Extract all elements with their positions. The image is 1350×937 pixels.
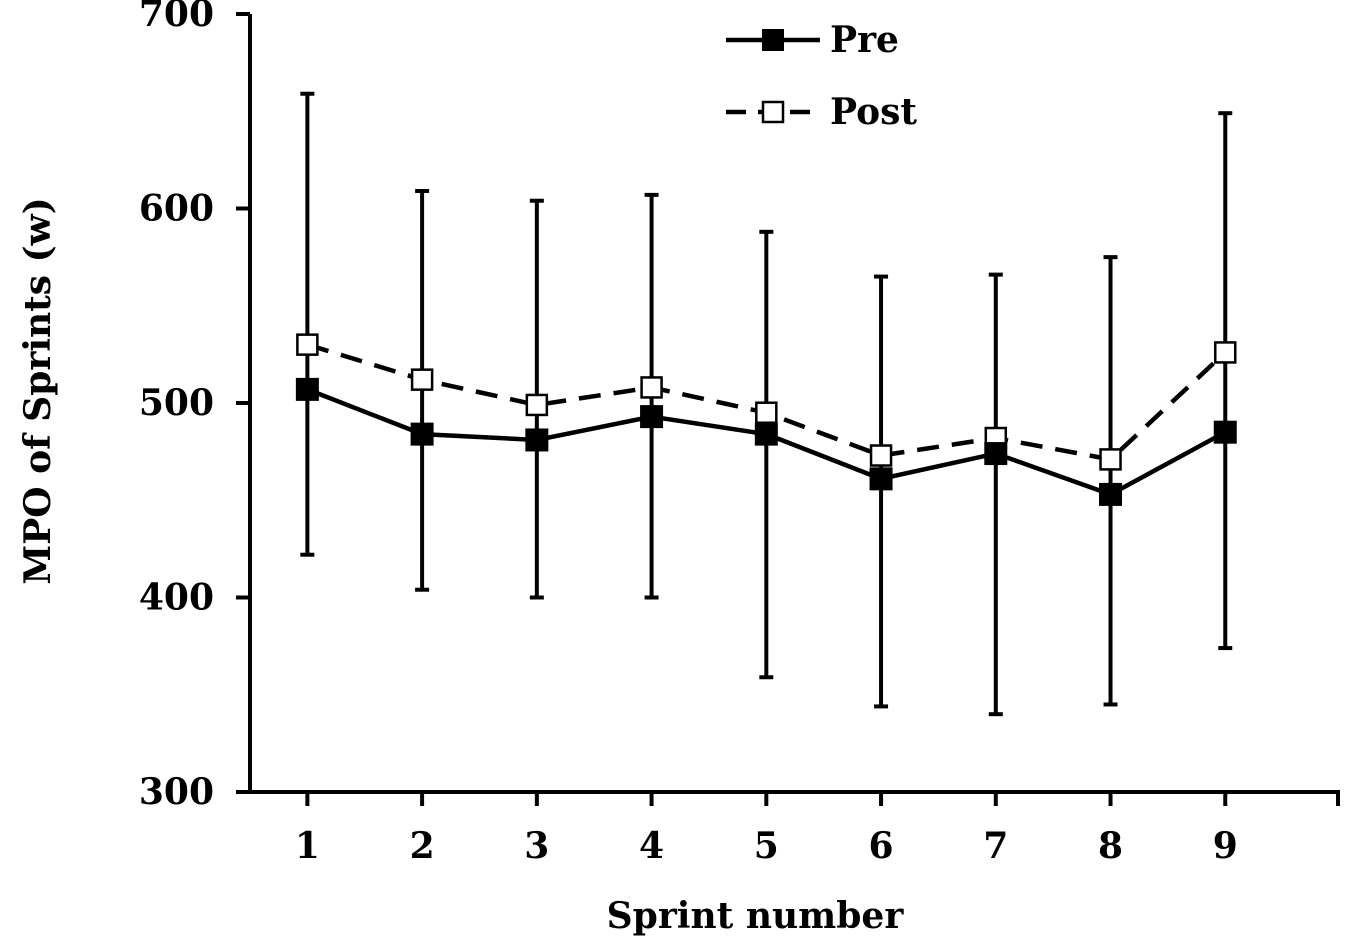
post-point xyxy=(1099,448,1122,471)
y-tick-label: 500 xyxy=(139,382,214,424)
x-tick-label: 4 xyxy=(639,825,664,867)
legend-marker-post xyxy=(761,100,785,124)
pre-point xyxy=(1213,420,1237,444)
pre-point xyxy=(410,422,434,446)
x-tick-label: 1 xyxy=(295,825,320,867)
pre-point xyxy=(295,377,319,401)
y-axis-title: MPO of Sprints (w) xyxy=(17,197,59,584)
pre-point xyxy=(640,405,664,429)
pre-point xyxy=(869,467,893,491)
x-tick-label: 9 xyxy=(1213,825,1238,867)
legend-label-post: Post xyxy=(830,91,917,133)
x-tick-label: 3 xyxy=(524,825,549,867)
y-tick-label: 400 xyxy=(139,577,214,619)
post-point xyxy=(869,444,893,467)
legend-marker-pre xyxy=(762,29,784,51)
y-tick-label: 300 xyxy=(139,771,214,813)
post-point xyxy=(296,333,319,356)
post-point xyxy=(525,393,549,417)
post-point xyxy=(410,368,434,391)
x-tick-label: 5 xyxy=(754,825,779,867)
post-point xyxy=(1214,341,1237,364)
pre-point xyxy=(984,442,1008,466)
x-axis-title: Sprint number xyxy=(607,895,905,937)
x-tick-label: 7 xyxy=(983,825,1008,867)
y-tick-label: 700 xyxy=(139,0,214,35)
y-tick-label: 600 xyxy=(139,188,214,230)
pre-point xyxy=(525,428,549,452)
post-point xyxy=(755,401,778,424)
x-tick-label: 6 xyxy=(869,825,894,867)
x-tick-label: 2 xyxy=(410,825,435,867)
pre-point xyxy=(1099,482,1123,506)
legend-label-pre: Pre xyxy=(830,19,899,61)
pre-point xyxy=(754,422,778,446)
post-point xyxy=(640,376,663,399)
x-tick-label: 8 xyxy=(1098,825,1123,867)
